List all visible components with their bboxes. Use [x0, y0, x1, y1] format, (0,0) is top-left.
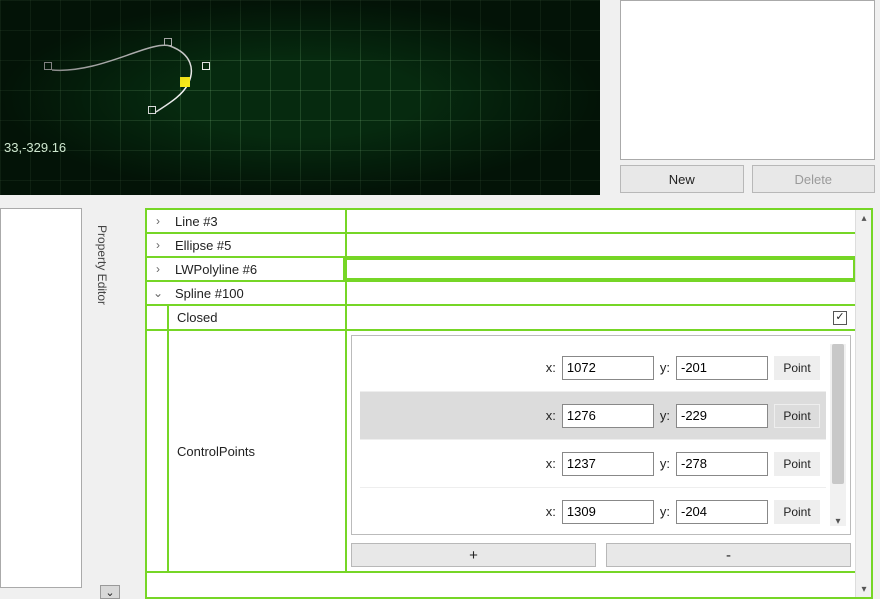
- chevron-right-icon[interactable]: ›: [147, 258, 169, 280]
- property-name: Spline #100: [169, 282, 347, 304]
- y-label: y:: [660, 408, 670, 423]
- scroll-down-icon[interactable]: ▾: [830, 514, 846, 528]
- controlpoints-scrollbar[interactable]: ▴ ▾: [830, 344, 846, 526]
- scroll-up-icon[interactable]: ▴: [856, 210, 872, 226]
- property-value: [347, 210, 855, 232]
- y-input[interactable]: [676, 500, 768, 524]
- y-label: y:: [660, 360, 670, 375]
- x-label: x:: [546, 360, 556, 375]
- pick-point-button[interactable]: Point: [774, 404, 820, 428]
- x-input[interactable]: [562, 404, 654, 428]
- x-label: x:: [546, 456, 556, 471]
- controlpoint-row[interactable]: x: y: Point: [360, 440, 826, 488]
- y-input[interactable]: [676, 452, 768, 476]
- scroll-thumb[interactable]: [832, 344, 844, 484]
- pick-point-button[interactable]: Point: [774, 500, 820, 524]
- canvas-handle[interactable]: [202, 62, 210, 70]
- property-name: Ellipse #5: [169, 234, 347, 256]
- propgrid-scrollbar[interactable]: ▴ ▾: [855, 210, 871, 597]
- canvas-handle-selected[interactable]: [180, 77, 190, 87]
- property-grid: ›Line #3›Ellipse #5›LWPolyline #6⌄Spline…: [145, 208, 873, 599]
- left-panel: [0, 208, 82, 588]
- y-label: y:: [660, 504, 670, 519]
- canvas-handle[interactable]: [44, 62, 52, 70]
- delete-button: Delete: [752, 165, 876, 193]
- collapse-chevron-icon[interactable]: ⌄: [100, 585, 120, 599]
- controlpoint-row[interactable]: x: y: Point: [360, 392, 826, 440]
- remove-point-button[interactable]: -: [606, 543, 851, 567]
- y-label: y:: [660, 456, 670, 471]
- controlpoint-row[interactable]: x: y: Point: [360, 488, 826, 526]
- canvas-handle[interactable]: [148, 106, 156, 114]
- property-name-closed: Closed: [169, 306, 347, 329]
- x-input[interactable]: [562, 500, 654, 524]
- property-row[interactable]: ⌄Spline #100: [147, 282, 855, 306]
- pick-point-button[interactable]: Point: [774, 452, 820, 476]
- y-input[interactable]: [676, 356, 768, 380]
- x-input[interactable]: [562, 356, 654, 380]
- canvas-curves: [0, 0, 600, 195]
- property-value: [347, 234, 855, 256]
- controlpoints-panel: x: y: Point x: y: Point x: y: Point x: y: Point ▴ ▾: [351, 335, 851, 535]
- property-name: LWPolyline #6: [169, 258, 347, 280]
- chevron-right-icon[interactable]: ›: [147, 210, 169, 232]
- property-row-closed: Closed ✓: [147, 306, 855, 331]
- add-point-button[interactable]: +: [351, 543, 596, 567]
- chevron-right-icon[interactable]: ›: [147, 234, 169, 256]
- closed-checkbox[interactable]: ✓: [833, 311, 847, 325]
- property-row[interactable]: ›Ellipse #5: [147, 234, 855, 258]
- canvas-handle[interactable]: [164, 38, 172, 46]
- preview-panel: [620, 0, 875, 160]
- property-editor-title: Property Editor: [95, 225, 109, 305]
- scroll-down-icon[interactable]: ▾: [856, 581, 872, 597]
- x-label: x:: [546, 408, 556, 423]
- property-value: [347, 282, 855, 304]
- x-label: x:: [546, 504, 556, 519]
- drawing-canvas[interactable]: 33,-329.16: [0, 0, 600, 195]
- property-value: [347, 258, 855, 280]
- controlpoint-row[interactable]: x: y: Point: [360, 344, 826, 392]
- property-row-controlpoints: ControlPoints x: y: Point x: y: Point x: y: Poin…: [147, 331, 855, 573]
- canvas-coordinates: 33,-329.16: [4, 140, 66, 155]
- pick-point-button[interactable]: Point: [774, 356, 820, 380]
- property-name: Line #3: [169, 210, 347, 232]
- property-row[interactable]: ›LWPolyline #6: [147, 258, 855, 282]
- y-input[interactable]: [676, 404, 768, 428]
- x-input[interactable]: [562, 452, 654, 476]
- new-button[interactable]: New: [620, 165, 744, 193]
- chevron-down-icon[interactable]: ⌄: [147, 282, 169, 304]
- property-row[interactable]: ›Line #3: [147, 210, 855, 234]
- property-name-controlpoints: ControlPoints: [169, 331, 347, 571]
